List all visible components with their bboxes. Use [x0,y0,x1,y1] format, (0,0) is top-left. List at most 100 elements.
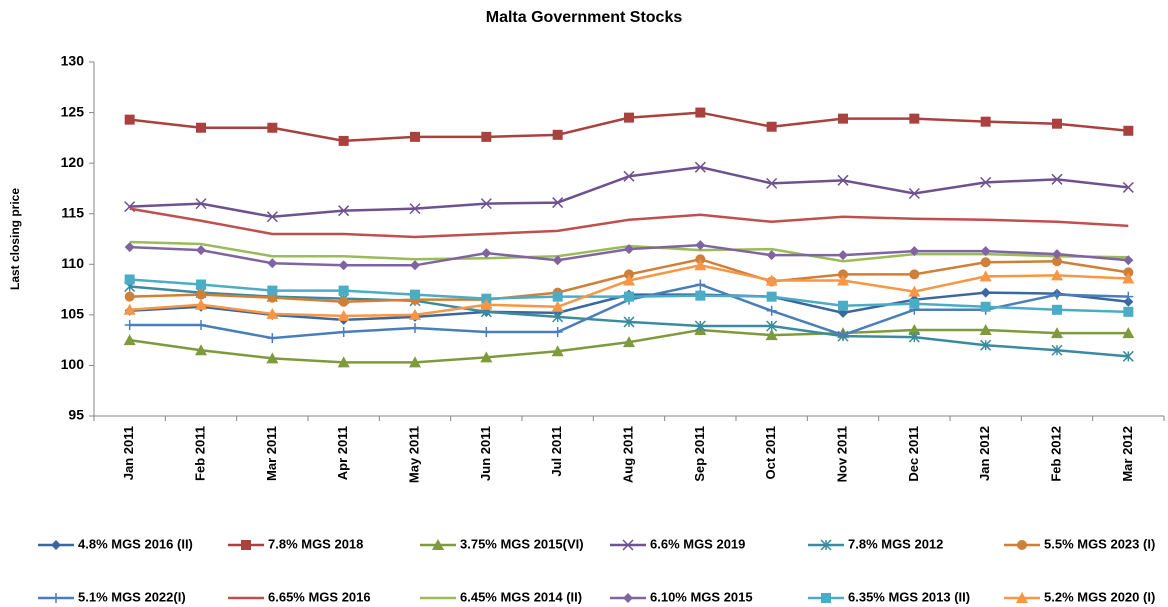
marker [480,298,493,310]
marker [838,250,848,261]
marker [338,135,349,146]
marker [623,274,635,286]
marker [766,305,777,316]
x-tick-label: Mar 2012 [1120,426,1135,482]
marker [1123,291,1134,302]
marker [909,246,920,257]
legend-label: 6.10% MGS 2015 [650,589,753,604]
marker [1051,344,1063,356]
marker [838,113,848,124]
marker [552,291,563,302]
marker [266,307,279,319]
y-axis-label: Last closing price [8,188,22,290]
legend-label: 6.35% MGS 2013 (II) [848,589,970,604]
marker [552,327,563,338]
marker [979,270,992,282]
marker [410,323,420,334]
chart-title: Malta Government Stocks [486,9,683,26]
marker [338,285,349,296]
marker [551,345,564,357]
marker [195,198,207,210]
marker [980,257,991,268]
marker [766,177,778,189]
y-tick-label: 110 [61,255,84,271]
marker [838,330,848,341]
x-tick-label: Oct 2011 [763,426,778,480]
marker [1052,118,1062,129]
y-tick-label: 125 [61,103,85,119]
x-tick-label: Nov 2011 [834,426,849,482]
marker [410,260,420,271]
legend-label: 5.1% MGS 2022(I) [78,589,186,604]
marker [1122,272,1135,284]
marker [51,540,61,550]
marker [622,539,634,551]
marker [267,285,278,296]
marker [695,254,706,265]
marker [338,260,349,271]
marker [980,301,991,312]
marker [694,320,706,332]
x-tick-label: Jan 2011 [121,426,136,480]
marker [837,174,849,186]
marker [480,198,492,210]
marker [241,540,251,550]
marker [123,303,136,315]
marker [480,351,493,363]
marker [909,269,920,280]
marker [409,356,421,368]
marker [908,187,920,200]
marker [1051,173,1063,185]
series [124,107,1134,146]
series [124,240,1134,271]
x-tick-label: Feb 2011 [192,426,207,481]
marker [980,176,992,188]
marker [695,107,706,118]
marker [481,293,492,304]
series [124,161,1134,223]
marker [766,320,778,332]
x-tick-label: Feb 2012 [1048,426,1063,482]
marker [820,539,832,551]
legend-label: 4.8% MGS 2016 (II) [78,536,193,551]
x-tick-label: Jun 2011 [478,426,493,481]
marker [838,300,848,311]
marker [624,244,634,255]
marker [909,113,920,124]
y-tick-label: 115 [61,204,84,220]
marker [695,240,706,251]
marker [1051,327,1063,339]
marker [838,269,848,280]
marker [196,245,206,256]
marker [1123,125,1134,136]
marker [765,329,778,341]
marker [1052,289,1062,300]
marker [979,324,992,336]
marker [266,352,279,364]
marker [409,308,421,320]
marker [266,211,278,223]
marker [624,112,634,123]
marker [821,593,831,603]
x-tick-label: Sep 2011 [692,426,707,482]
x-tick-label: Jan 2012 [977,426,992,481]
x-tick-label: Aug 2011 [620,426,635,483]
marker [766,291,777,302]
marker [765,274,778,286]
marker [1052,256,1062,267]
marker [1123,255,1134,266]
marker [908,285,921,297]
marker [338,327,349,338]
marker [1052,304,1062,315]
marker [123,334,136,346]
marker [124,291,135,302]
x-tick-label: Apr 2011 [335,426,350,480]
marker [1051,269,1063,281]
marker [196,319,206,330]
marker [432,539,444,550]
marker [766,250,777,261]
marker [980,116,991,127]
y-tick-label: 130 [61,53,85,69]
marker [195,344,207,356]
